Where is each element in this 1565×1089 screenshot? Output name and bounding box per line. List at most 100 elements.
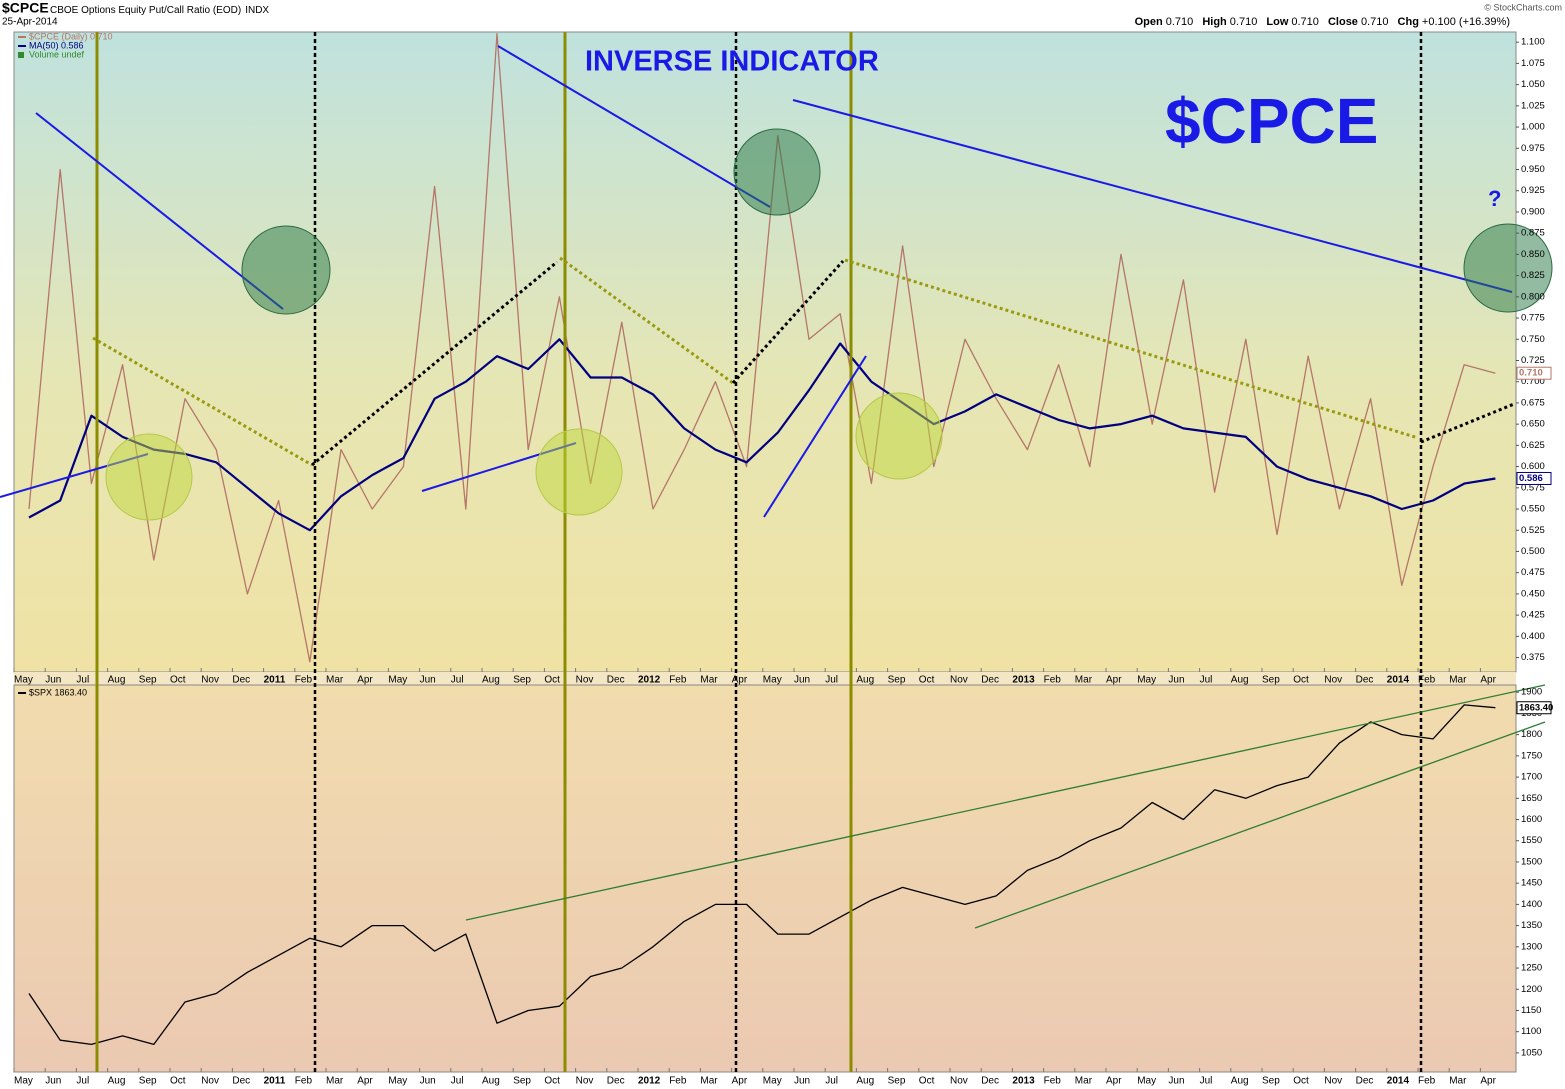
arrow <box>92 336 313 467</box>
quote-label: Open <box>1135 16 1163 28</box>
x-tick-label: Mar <box>1075 675 1093 686</box>
x-tick-label: Jul <box>76 1076 89 1087</box>
x-tick-label: Mar <box>1449 675 1467 686</box>
x-tick-label: Oct <box>1293 1076 1309 1087</box>
series-line <box>28 338 1496 532</box>
price-label: 1863.40 <box>1519 702 1553 713</box>
x-tick-label: Nov <box>1324 675 1342 686</box>
y-tick-label: 0.550 <box>1521 504 1545 515</box>
highlight-circle <box>105 433 193 521</box>
x-tick-label: Jul <box>451 675 464 686</box>
x-tick-label: Oct <box>544 1076 560 1087</box>
x-tick-label: Oct <box>544 675 560 686</box>
quote-value: 0.710 <box>1361 16 1389 28</box>
x-tick-label: Apr <box>1480 1076 1496 1087</box>
x-tick-label: Aug <box>1231 675 1249 686</box>
spx-channel <box>465 684 1546 929</box>
quote: Open 0.710 High 0.710 Low 0.710 Close 0.710 … <box>1135 16 1510 28</box>
y-tick-label: 1150 <box>1521 1005 1541 1016</box>
x-tick-label: Nov <box>950 675 968 686</box>
dark-circles <box>241 128 1553 315</box>
x-tick-label: Aug <box>482 675 500 686</box>
x-tick-label: Jun <box>420 1076 436 1087</box>
price-box <box>1516 366 1552 380</box>
black-arrows <box>311 259 1515 467</box>
x-tick-label: Aug <box>108 1076 126 1087</box>
price-box <box>1516 471 1552 485</box>
x-tick-label: Nov <box>1324 1076 1342 1087</box>
y-tick-label: 1350 <box>1521 920 1542 931</box>
y-tick-label: 0.750 <box>1521 334 1545 345</box>
y-tick-label: 0.450 <box>1521 588 1545 599</box>
x-tick-label: Sep <box>513 1076 531 1087</box>
x-tick-label: Dec <box>232 675 250 686</box>
plot-layer <box>13 33 1496 1072</box>
y-tick-label: 0.825 <box>1521 270 1545 281</box>
x-tick-label: Dec <box>981 675 999 686</box>
x-tick-label: Jul <box>76 675 89 686</box>
x-tick-label: Apr <box>732 675 748 686</box>
x-tick-label: Aug <box>856 1076 874 1087</box>
x-tick-label: May <box>1137 1076 1156 1087</box>
y-tick-label: 0.475 <box>1521 567 1545 578</box>
y-tick-label: 1800 <box>1521 729 1542 740</box>
x-tick-label: Sep <box>1262 1076 1280 1087</box>
dashed-verticals <box>313 32 1423 1072</box>
y-tick-label: 0.650 <box>1521 419 1545 430</box>
y-tick-label: 1700 <box>1521 772 1542 783</box>
x-tick-label: Jun <box>420 675 436 686</box>
x-tick-label: Feb <box>669 675 687 686</box>
x-tick-label: Feb <box>669 1076 687 1087</box>
quote-label: High <box>1202 16 1227 28</box>
legend-label: $SPX 1863.40 <box>29 687 87 697</box>
quote-label: Close <box>1328 16 1358 28</box>
x-tick-label: Oct <box>919 675 935 686</box>
y-tick-label: 0.900 <box>1521 206 1545 217</box>
x-tick-label: Mar <box>326 675 344 686</box>
x-tick-label: Jun <box>1168 1076 1184 1087</box>
x-tick-label: Mar <box>1449 1076 1467 1087</box>
legend-label: Volume undef <box>29 49 85 59</box>
y-tick-label: 0.625 <box>1521 440 1545 451</box>
x-tick-label: May <box>14 1076 33 1087</box>
highlight-circle <box>855 392 943 480</box>
y-tick-label: 0.975 <box>1521 143 1545 154</box>
quote-value: 0.710 <box>1291 16 1319 28</box>
x-tick-label: Mar <box>700 1076 718 1087</box>
arrow <box>311 260 558 467</box>
series-line <box>28 704 1496 1046</box>
x-tick-label: Jun <box>794 675 810 686</box>
x-tick-label: Jul <box>825 675 838 686</box>
y-tick-label: 1.100 <box>1521 37 1545 48</box>
x-tick-label: Mar <box>700 675 718 686</box>
legend-label: MA(50) 0.586 <box>29 40 84 50</box>
y-tick-label: 0.375 <box>1521 652 1545 663</box>
arrow <box>844 258 1419 440</box>
x-tick-label: Aug <box>482 1076 500 1087</box>
trend-line <box>792 99 1513 293</box>
copyright: © StockCharts.com <box>1484 2 1562 12</box>
x-tick-label: Nov <box>201 675 219 686</box>
y-tick-label: 1750 <box>1521 750 1542 761</box>
x-tick-label: May <box>1137 675 1156 686</box>
x-tick-label: 2013 <box>1012 1076 1035 1087</box>
x-tick-label: Sep <box>139 1076 157 1087</box>
y-tick-label: 0.925 <box>1521 185 1545 196</box>
x-tick-label: May <box>388 675 407 686</box>
symbol: $CPCE <box>2 0 49 16</box>
x-tick-label: Dec <box>607 1076 625 1087</box>
trend-line <box>763 355 867 518</box>
y-tick-label: 0.500 <box>1521 546 1545 557</box>
y-tick-label: 1050 <box>1521 1047 1542 1058</box>
x-tick-label: Sep <box>513 675 531 686</box>
x-tick-label: Dec <box>1356 1076 1374 1087</box>
price-box <box>1516 701 1552 715</box>
highlight-circle <box>535 428 623 516</box>
y-tick-label: 0.525 <box>1521 525 1545 536</box>
x-tick-label: 2012 <box>638 1076 661 1087</box>
annotations: INVERSE INDICATOR $CPCE ? <box>0 32 1553 1072</box>
y-tick-label: 0.425 <box>1521 610 1545 621</box>
x-tick-label: Mar <box>1075 1076 1093 1087</box>
channel-line <box>465 684 1546 921</box>
date: 25-Apr-2014 <box>2 17 58 28</box>
